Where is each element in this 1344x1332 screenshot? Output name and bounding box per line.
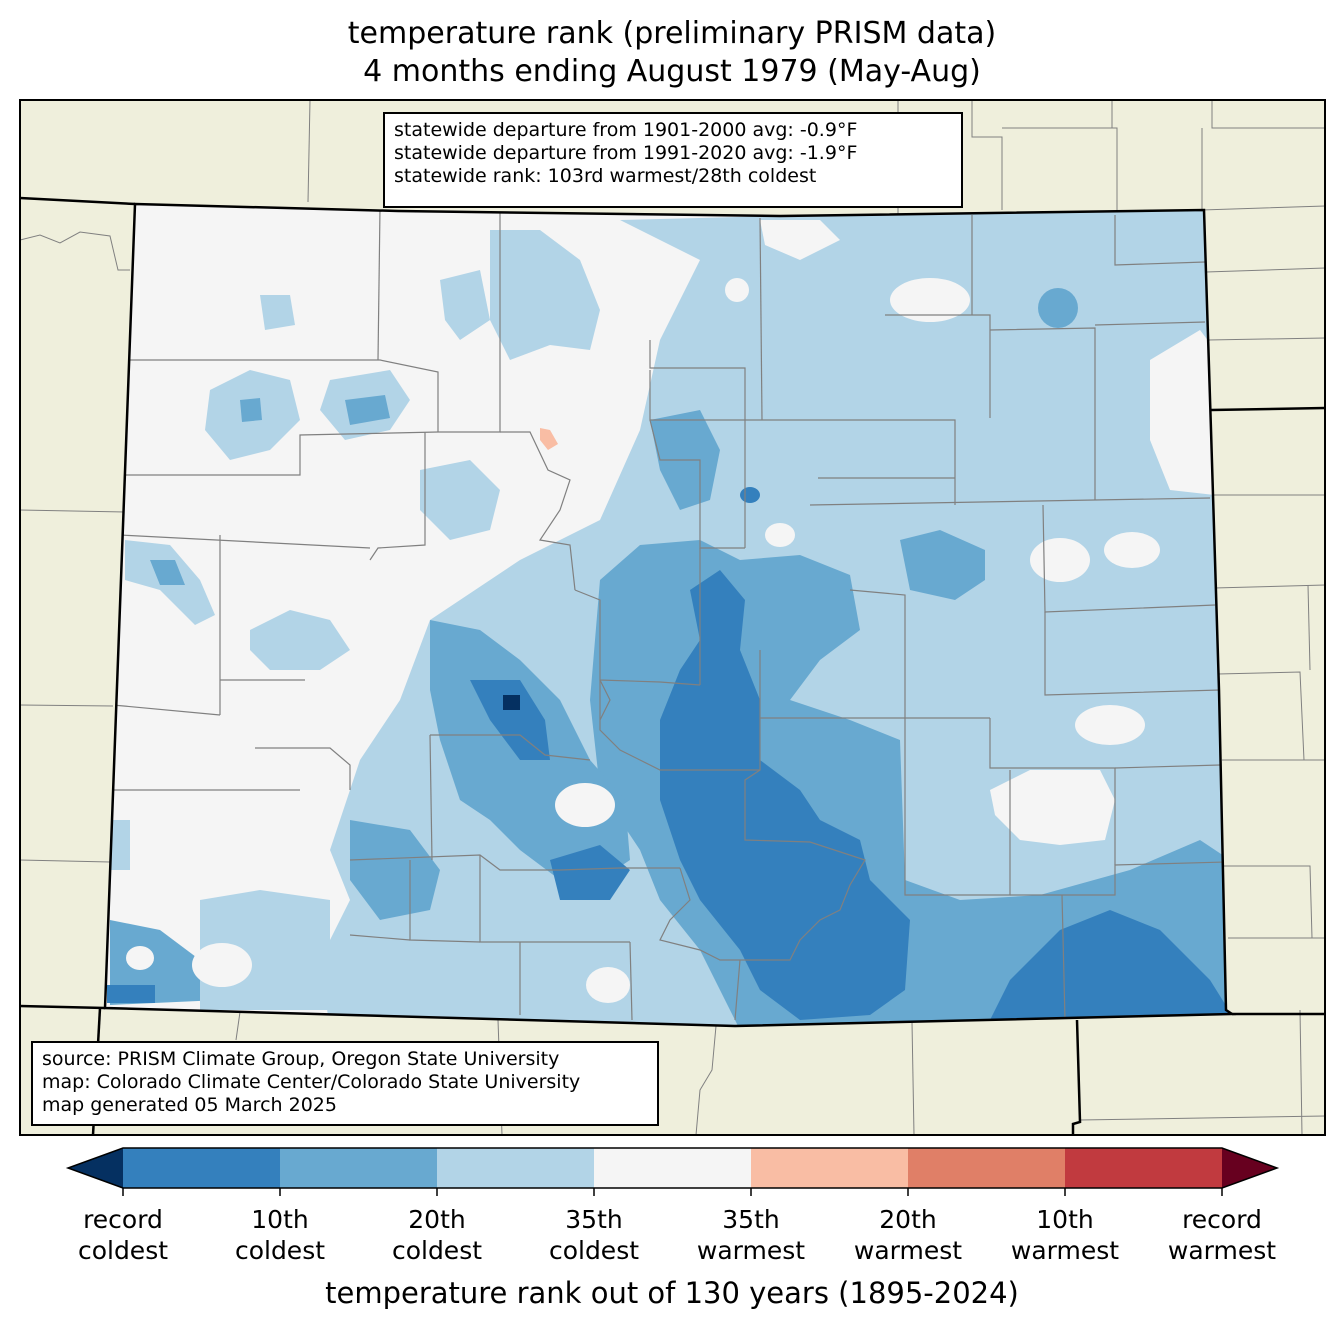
stats-line-1901-2000: statewide departure from 1901-2000 avg: … [394,119,858,141]
tick-label-line2: coldest [548,1236,640,1265]
colorbar-tick-label-0: record coldest [43,1204,203,1266]
map-title-line1: temperature rank (preliminary PRISM data… [347,16,997,51]
tick-label-line1: 20th [879,1205,937,1234]
colorbar-bin-2 [437,1148,595,1188]
generated-date-line: map generated 05 March 2025 [42,1094,337,1116]
tick-label-line2: warmest [1167,1236,1277,1265]
stats-line-1991-2020: statewide departure from 1991-2020 avg: … [394,142,858,164]
map-credit-line: map: Colorado Climate Center/Colorado St… [42,1071,581,1093]
colorado-county-lines [110,207,1226,1021]
colorbar-bin-6 [1065,1148,1223,1188]
colorbar-tick-label-3: 35th coldest [514,1204,674,1266]
colorbar-tick-label-2: 20th coldest [357,1204,517,1266]
tick-label-line2: coldest [77,1236,169,1265]
tick-label-line1: 20th [408,1205,466,1234]
source-line: source: PRISM Climate Group, Oregon Stat… [42,1048,560,1070]
colorbar-bin-3 [594,1148,752,1188]
colorbar-tick-label-6: 10th warmest [985,1204,1145,1266]
map-title-line2: 4 months ending August 1979 (May-Aug) [363,54,981,89]
tick-label-line1: record [1182,1205,1262,1234]
tick-label-line1: 35th [722,1205,780,1234]
tick-label-line2: warmest [1010,1236,1120,1265]
colorbar-tick-label-4: 35th warmest [671,1204,831,1266]
colorbar-axis-label: temperature rank out of 130 years (1895-… [325,1276,1019,1310]
colorbar-tick-label-7: record warmest [1142,1204,1302,1266]
neighbor-state-boundaries [19,196,1326,1136]
colorbar-extend-low-arrow [68,1148,123,1188]
tick-label-line2: coldest [234,1236,326,1265]
tick-label-line2: warmest [696,1236,806,1265]
colorado-state-boundary [103,202,1236,1028]
map-frame [19,99,1326,1136]
colorbar-extend-high-arrow [1222,1148,1277,1188]
colorbar-tick-label-5: 20th warmest [828,1204,988,1266]
stats-line-rank: statewide rank: 103rd warmest/28th colde… [394,165,817,187]
temperature-rank-field [105,204,1232,1026]
colorbar-bin-1 [280,1148,438,1188]
source-credit-box: source: PRISM Climate Group, Oregon Stat… [31,1041,659,1126]
colorbar-bin-4 [751,1148,909,1188]
colorbar-bin-0 [123,1148,281,1188]
tick-label-line1: 10th [251,1205,309,1234]
tick-label-line2: coldest [391,1236,483,1265]
tick-label-line2: warmest [853,1236,963,1265]
colorbar-bin-5 [908,1148,1066,1188]
tick-label-line1: record [83,1205,163,1234]
colorbar-tick-label-1: 10th coldest [200,1204,360,1266]
tick-label-line1: 35th [565,1205,623,1234]
tick-label-line1: 10th [1036,1205,1094,1234]
colorbar [65,1147,1280,1196]
statewide-stats-box: statewide departure from 1901-2000 avg: … [383,112,963,208]
